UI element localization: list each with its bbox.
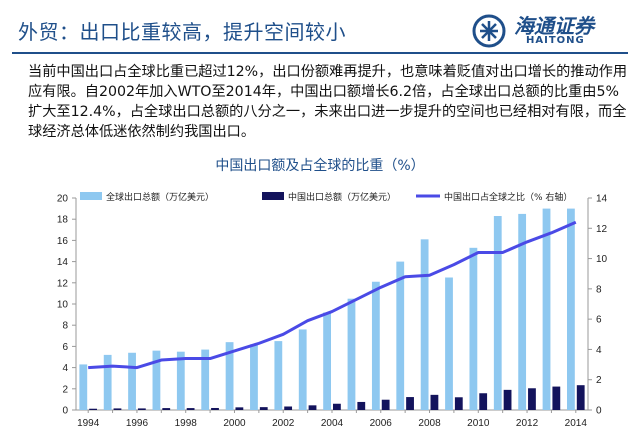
left-tick-label: 20 — [57, 194, 69, 205]
china-export-bar — [211, 407, 219, 410]
china-export-bar — [186, 408, 195, 410]
header-divider — [12, 52, 628, 54]
china-export-bar — [406, 397, 414, 410]
china-export-bar — [528, 388, 536, 410]
global-export-bar — [396, 261, 405, 410]
right-tick-label: 6 — [596, 315, 602, 326]
global-export-bar — [469, 247, 478, 410]
china-export-bar — [284, 406, 293, 410]
x-tick-label: 2002 — [272, 418, 295, 429]
left-tick-label: 2 — [62, 384, 68, 395]
global-export-bar — [103, 354, 112, 410]
global-export-bar — [542, 208, 551, 410]
x-tick-label: 2012 — [516, 418, 539, 429]
china-export-bar — [576, 385, 585, 410]
left-tick-label: 10 — [57, 300, 69, 311]
left-tick-label: 18 — [57, 215, 69, 226]
x-tick-label: 1994 — [77, 418, 100, 429]
china-export-bar — [308, 405, 317, 410]
x-tick-label: 2006 — [370, 418, 393, 429]
left-tick-label: 6 — [62, 342, 68, 353]
global-export-bar — [420, 239, 429, 410]
global-export-bar — [152, 350, 161, 410]
share-line — [88, 220, 577, 370]
summary-paragraph: 当前中国出口占全球比重已超过12%，出口份额难再提升，也意味着贬值对出口增长的推… — [28, 64, 628, 140]
right-tick-label: 14 — [596, 194, 608, 205]
right-tick-label: 8 — [596, 284, 602, 295]
china-export-bar — [479, 393, 488, 410]
global-export-bar — [298, 329, 307, 410]
legend-label-global: 全球出口总额（万亿美元） — [106, 191, 214, 203]
haitong-logo: 海通证券 HAITONG — [470, 10, 630, 50]
global-export-bar — [493, 216, 502, 410]
legend-label-china: 中国出口总额（万亿美元） — [288, 191, 396, 203]
x-tick-label: 2014 — [565, 418, 588, 429]
chart-title: 中国出口额及占全球的比重（%） — [215, 157, 424, 174]
china-export-bar — [333, 403, 341, 410]
china-export-bar — [113, 408, 122, 410]
page-title: 外贸：出口比重较高，提升空间较小 — [18, 20, 346, 44]
header: 外贸：出口比重较高，提升空间较小 海通证券 HAITONG — [0, 0, 640, 58]
right-tick-label: 4 — [596, 345, 602, 356]
china-export-bar — [235, 407, 244, 410]
global-export-bar — [445, 277, 453, 410]
global-export-bar — [201, 349, 210, 410]
legend-label-share: 中国出口占全球之比（% 右轴） — [444, 191, 572, 203]
legend-swatch-china — [262, 192, 284, 200]
logo-text-en: HAITONG — [526, 35, 585, 46]
left-tick-label: 14 — [57, 257, 69, 268]
export-chart: 中国出口额及占全球的比重（%）0246810121416182002468101… — [57, 157, 608, 429]
right-tick-label: 12 — [596, 224, 608, 235]
china-export-bar — [381, 399, 390, 410]
global-export-bar — [347, 298, 356, 410]
china-export-bar — [357, 401, 366, 410]
left-tick-label: 16 — [57, 236, 69, 247]
left-tick-label: 4 — [62, 363, 68, 374]
china-export-bar — [503, 389, 512, 410]
x-tick-label: 2008 — [418, 418, 441, 429]
right-tick-label: 0 — [596, 406, 602, 417]
x-tick-label: 2004 — [321, 418, 344, 429]
global-export-bar — [371, 281, 380, 410]
x-tick-label: 1998 — [175, 418, 198, 429]
china-export-bar — [454, 397, 463, 410]
china-export-bar — [162, 408, 171, 410]
global-export-bar — [250, 344, 258, 410]
global-export-bar — [176, 351, 185, 410]
x-tick-label: 2000 — [223, 418, 246, 429]
x-tick-label: 2010 — [467, 418, 490, 429]
right-tick-label: 2 — [596, 375, 602, 386]
global-export-bar — [518, 213, 527, 410]
global-export-bar — [128, 352, 136, 410]
legend-swatch-global — [80, 192, 102, 200]
left-tick-label: 12 — [57, 278, 69, 289]
china-export-bar — [137, 408, 146, 410]
left-tick-label: 8 — [62, 321, 68, 332]
global-export-bar — [567, 208, 575, 410]
global-export-bar — [323, 312, 331, 410]
global-export-bar — [225, 342, 234, 410]
right-tick-label: 10 — [596, 254, 608, 265]
x-tick-label: 1996 — [126, 418, 149, 429]
logo-text-cn: 海通证券 — [514, 14, 594, 38]
china-export-bar — [552, 386, 561, 410]
china-export-bar — [259, 407, 268, 410]
left-tick-label: 0 — [62, 406, 68, 417]
haitong-emblem-icon — [472, 14, 506, 48]
global-export-bar — [274, 341, 283, 410]
global-export-bar — [79, 364, 88, 410]
china-export-bar — [89, 408, 97, 410]
china-export-bar — [430, 394, 439, 410]
